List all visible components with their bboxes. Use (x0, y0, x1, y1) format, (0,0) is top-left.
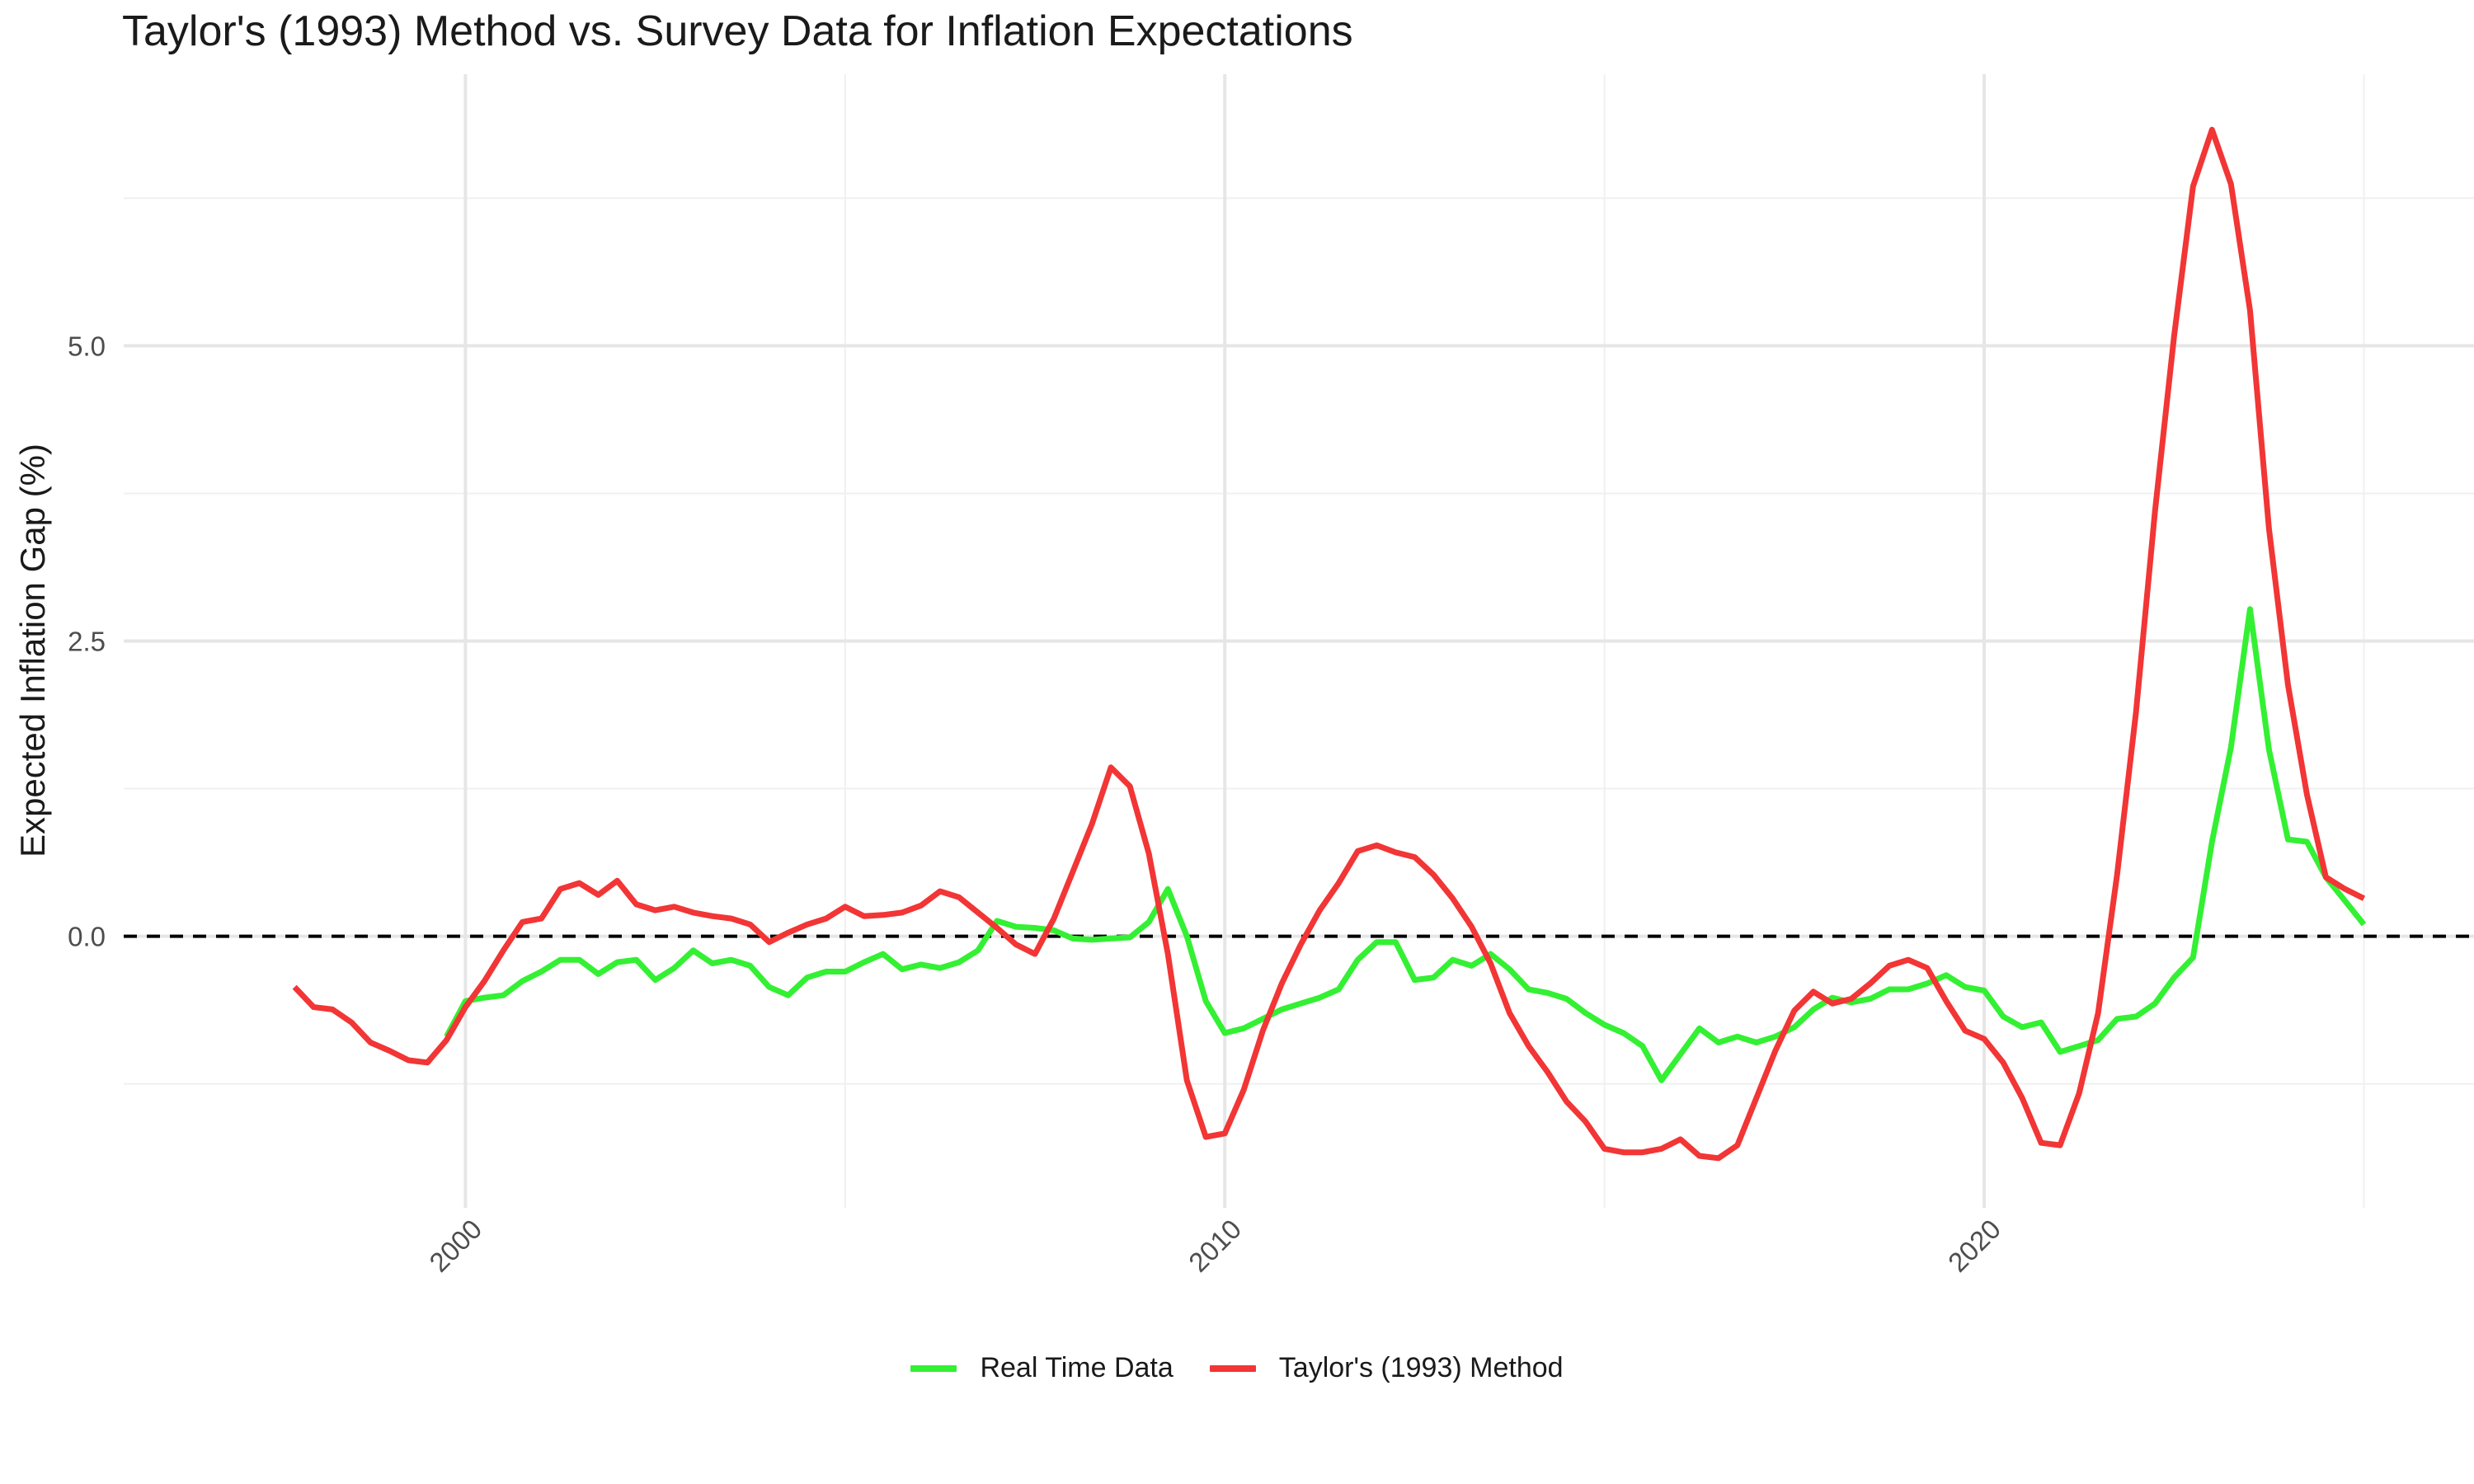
series-line-real-time-data (444, 606, 2367, 1083)
legend-item-taylor: Taylor's (1993) Method (1209, 1352, 1564, 1384)
x-tick-label: 2000 (423, 1214, 487, 1278)
y-tick-label: 2.5 (68, 627, 106, 657)
legend-swatch-real-time (910, 1364, 957, 1372)
legend-label-real-time: Real Time Data (980, 1352, 1174, 1383)
x-tick-label: 2010 (1183, 1214, 1247, 1278)
legend-label-taylor: Taylor's (1993) Method (1278, 1352, 1564, 1383)
series-line-taylor-method (292, 126, 2366, 1162)
chart-title: Taylor's (1993) Method vs. Survey Data f… (122, 7, 1353, 55)
x-axis-ticks: 2000 2010 2020 (423, 1214, 2006, 1278)
y-axis-ticks: 0.0 2.5 5.0 (68, 331, 106, 951)
legend: Real Time Data Taylor's (1993) Method (0, 1352, 2474, 1384)
major-gridlines (124, 74, 2474, 1208)
y-tick-label: 5.0 (68, 331, 106, 361)
x-tick-label: 2020 (1942, 1214, 2006, 1278)
legend-swatch-taylor (1209, 1364, 1256, 1372)
y-tick-label: 0.0 (68, 922, 106, 952)
series-layer (292, 126, 2367, 1162)
legend-item-real-time: Real Time Data (910, 1352, 1174, 1384)
y-axis-label: Expected Inflation Gap (%) (13, 444, 52, 857)
